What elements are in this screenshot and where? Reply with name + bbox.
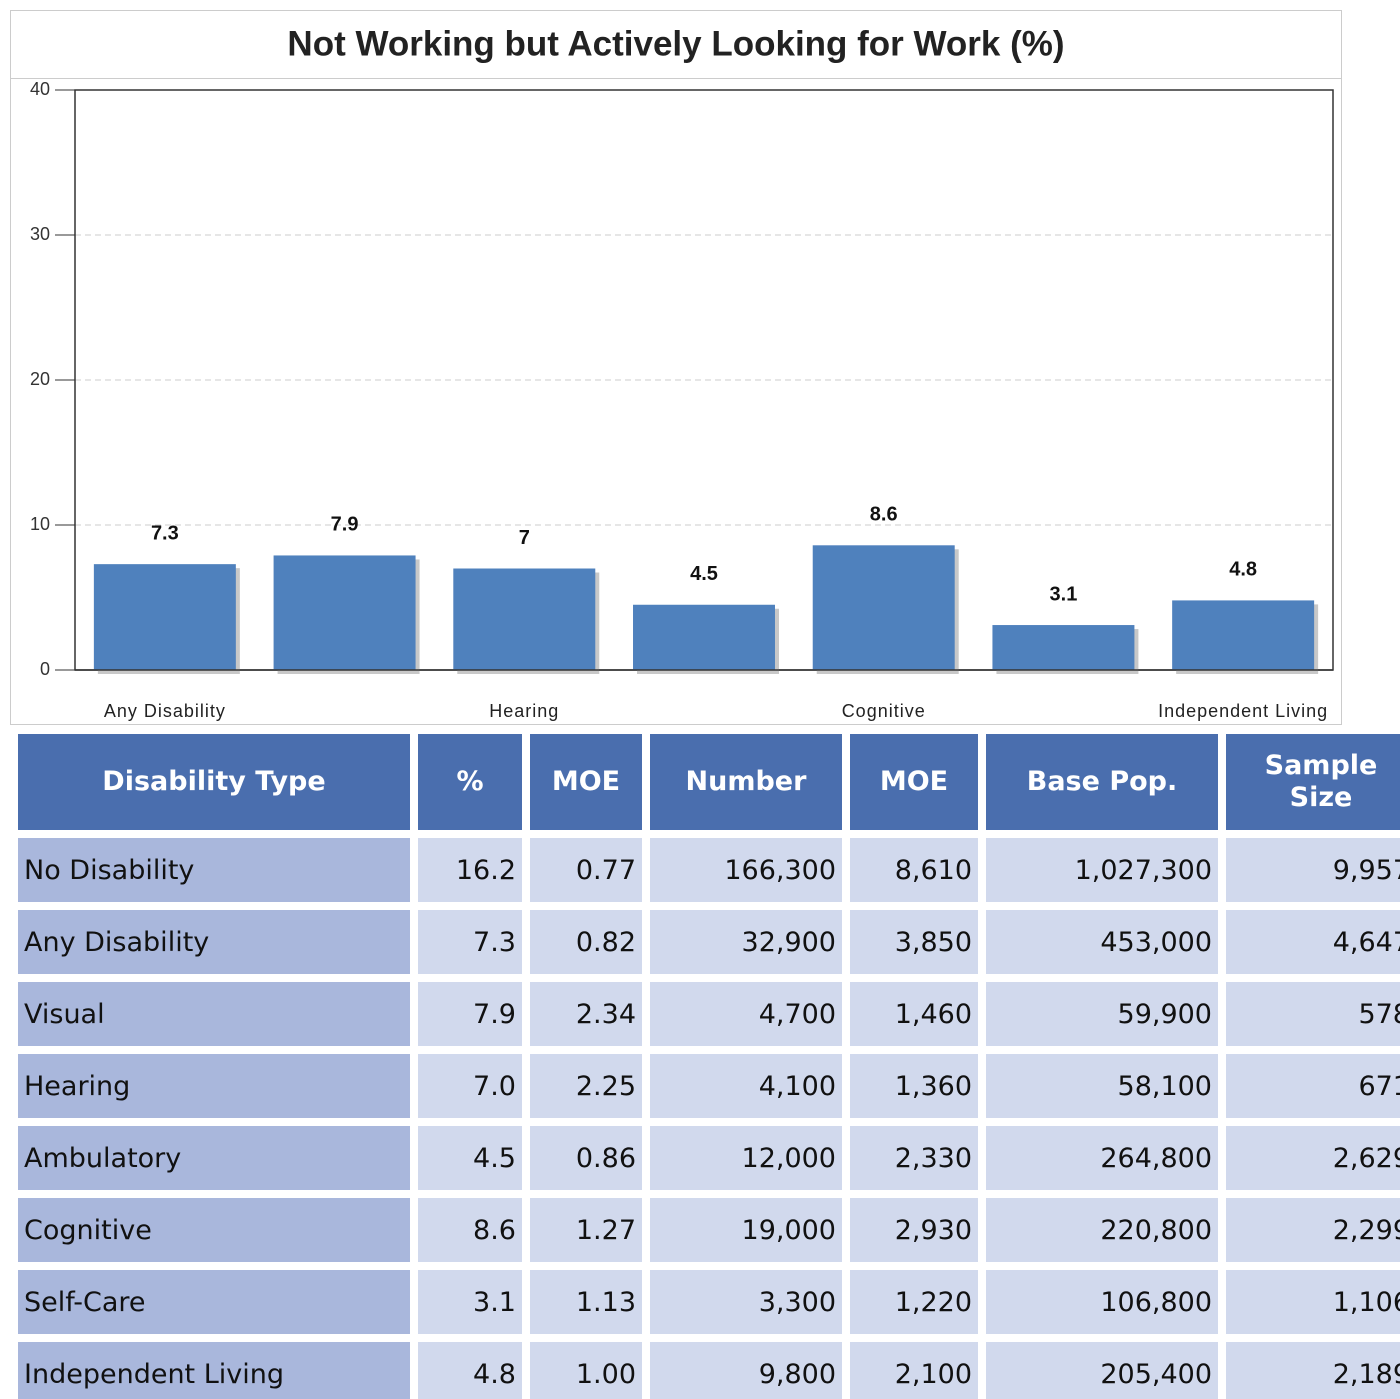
bar: [453, 568, 596, 670]
table-cell: 0.86: [530, 1126, 642, 1190]
bar: [1172, 600, 1315, 670]
column-header: Number: [650, 734, 842, 830]
row-header: Independent Living: [18, 1342, 410, 1399]
table-cell: 1,220: [850, 1270, 978, 1334]
row-header: Any Disability: [18, 910, 410, 974]
column-header: %: [418, 734, 522, 830]
table-cell: 4.8: [418, 1342, 522, 1399]
row-header: Visual: [18, 982, 410, 1046]
table-cell: 8.6: [418, 1198, 522, 1262]
table-cell: 2,299: [1226, 1198, 1400, 1262]
data-table: Disability Type% MOE Number MOE Base Pop. Sam…: [18, 734, 1400, 1399]
table-cell: 7.3: [418, 910, 522, 974]
table-cell: 8,610: [850, 838, 978, 902]
data-label: 3.1: [1050, 583, 1078, 605]
table-cell: 4,100: [650, 1054, 842, 1118]
data-label: 7.9: [331, 514, 359, 536]
y-tick-label: 20: [30, 369, 50, 389]
x-tick-label: Independent Living: [1158, 701, 1328, 721]
table-cell: 3,850: [850, 910, 978, 974]
column-header: MOE: [850, 734, 978, 830]
bar: [812, 545, 955, 670]
chart: Not Working but Actively Looking for Wor…: [10, 10, 1342, 725]
bar: [273, 555, 416, 670]
table-cell: 2.25: [530, 1054, 642, 1118]
table-cell: 671: [1226, 1054, 1400, 1118]
table-cell: 32,900: [650, 910, 842, 974]
row-header: Ambulatory: [18, 1126, 410, 1190]
table-cell: 1.27: [530, 1198, 642, 1262]
table-cell: 453,000: [986, 910, 1218, 974]
row-header: Self-Care: [18, 1270, 410, 1334]
chart-frame: [10, 78, 1342, 725]
data-label: 7: [519, 527, 530, 549]
table-cell: 9,800: [650, 1342, 842, 1399]
chart-title: Not Working but Actively Looking for Wor…: [287, 24, 1064, 63]
table-cell: 58,100: [986, 1054, 1218, 1118]
table-cell: 1,106: [1226, 1270, 1400, 1334]
table-cell: 166,300: [650, 838, 842, 902]
table-cell: 2,629: [1226, 1126, 1400, 1190]
table-cell: 7.0: [418, 1054, 522, 1118]
row-header: Cognitive: [18, 1198, 410, 1262]
table-cell: 3,300: [650, 1270, 842, 1334]
y-tick-label: 40: [30, 79, 50, 99]
table-cell: 205,400: [986, 1342, 1218, 1399]
table-cell: 2.34: [530, 982, 642, 1046]
y-tick-label: 0: [40, 659, 50, 679]
table-cell: 106,800: [986, 1270, 1218, 1334]
table-cell: 1,360: [850, 1054, 978, 1118]
column-header: Base Pop.: [986, 734, 1218, 830]
table-cell: 1,460: [850, 982, 978, 1046]
column-header: Sample Size: [1226, 734, 1400, 830]
table-cell: 59,900: [986, 982, 1218, 1046]
row-header: No Disability: [18, 838, 410, 902]
data-label: 7.3: [151, 522, 179, 544]
table-cell: 2,330: [850, 1126, 978, 1190]
table-cell: 7.9: [418, 982, 522, 1046]
x-tick-label: Hearing: [489, 701, 559, 721]
table-cell: 578: [1226, 982, 1400, 1046]
table-cell: 0.82: [530, 910, 642, 974]
x-tick-label: Cognitive: [842, 701, 926, 721]
table-cell: 4.5: [418, 1126, 522, 1190]
table-cell: 4,647: [1226, 910, 1400, 974]
table-cell: 220,800: [986, 1198, 1218, 1262]
table-cell: 264,800: [986, 1126, 1218, 1190]
bar: [633, 604, 775, 670]
table-cell: 0.77: [530, 838, 642, 902]
bar: [93, 564, 236, 670]
table-cell: 3.1: [418, 1270, 522, 1334]
table-cell: 1,027,300: [986, 838, 1218, 902]
row-header: Hearing: [18, 1054, 410, 1118]
table-cell: 1.13: [530, 1270, 642, 1334]
table-cell: 2,100: [850, 1342, 978, 1399]
title-box: [10, 10, 1342, 79]
bar: [992, 625, 1135, 670]
table-cell: 12,000: [650, 1126, 842, 1190]
table-cell: 19,000: [650, 1198, 842, 1262]
table-cell: 2,930: [850, 1198, 978, 1262]
table-cell: 16.2: [418, 838, 522, 902]
column-header: Disability Type: [18, 734, 410, 830]
data-label: 8.6: [870, 504, 898, 526]
table-cell: 9,957: [1226, 838, 1400, 902]
data-label: 4.8: [1229, 559, 1257, 581]
x-tick-label: Any Disability: [104, 701, 226, 721]
column-header: MOE: [530, 734, 642, 830]
data-label: 4.5: [690, 563, 718, 585]
table-cell: 1.00: [530, 1342, 642, 1399]
table-cell: 4,700: [650, 982, 842, 1046]
y-tick-label: 30: [30, 224, 50, 244]
y-tick-label: 10: [30, 514, 50, 534]
table-cell: 2,189: [1226, 1342, 1400, 1399]
